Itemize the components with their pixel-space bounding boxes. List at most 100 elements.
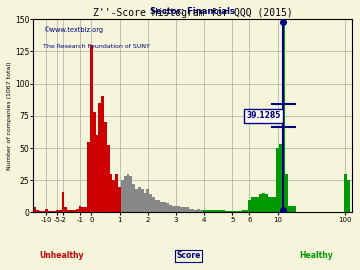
- Bar: [254, 197, 256, 212]
- Bar: [50, 211, 53, 212]
- Bar: [95, 135, 98, 212]
- Text: Healthy: Healthy: [299, 251, 333, 260]
- Bar: [36, 210, 39, 212]
- Bar: [141, 189, 144, 212]
- Bar: [90, 45, 93, 212]
- Bar: [78, 206, 81, 212]
- Bar: [180, 207, 183, 212]
- Bar: [93, 112, 95, 212]
- Bar: [217, 210, 220, 212]
- Bar: [194, 210, 197, 212]
- Bar: [118, 187, 121, 212]
- Bar: [279, 144, 282, 212]
- Bar: [64, 207, 67, 212]
- Bar: [259, 194, 262, 212]
- Bar: [211, 210, 214, 212]
- Bar: [242, 210, 245, 212]
- Bar: [107, 146, 110, 212]
- Bar: [271, 197, 273, 212]
- Bar: [220, 210, 222, 212]
- Bar: [42, 211, 45, 212]
- Bar: [124, 176, 127, 212]
- Bar: [228, 211, 231, 212]
- Bar: [237, 211, 239, 212]
- Bar: [197, 209, 200, 212]
- Bar: [59, 210, 62, 212]
- Bar: [144, 193, 147, 212]
- Bar: [245, 210, 248, 212]
- Bar: [248, 200, 251, 212]
- Bar: [132, 184, 135, 212]
- Bar: [347, 180, 350, 212]
- Bar: [70, 210, 73, 212]
- Bar: [104, 122, 107, 212]
- Bar: [234, 211, 237, 212]
- Bar: [56, 210, 59, 212]
- Bar: [177, 206, 180, 212]
- Bar: [112, 180, 115, 212]
- Bar: [152, 197, 155, 212]
- Bar: [127, 174, 129, 212]
- Bar: [225, 211, 228, 212]
- Y-axis label: Number of companies (1067 total): Number of companies (1067 total): [7, 62, 12, 170]
- Bar: [62, 192, 64, 212]
- Bar: [262, 193, 265, 212]
- Bar: [158, 200, 161, 212]
- Bar: [138, 187, 141, 212]
- Bar: [268, 197, 271, 212]
- Text: Sector: Financials: Sector: Financials: [150, 7, 235, 16]
- Bar: [149, 194, 152, 212]
- Bar: [166, 204, 169, 212]
- Bar: [76, 209, 78, 212]
- Bar: [48, 211, 50, 212]
- Bar: [147, 189, 149, 212]
- Bar: [169, 205, 172, 212]
- Bar: [285, 174, 288, 212]
- Bar: [98, 103, 101, 212]
- Bar: [129, 176, 132, 212]
- Bar: [288, 206, 291, 212]
- Bar: [239, 211, 242, 212]
- Bar: [87, 141, 90, 212]
- Bar: [115, 174, 118, 212]
- Text: The Research Foundation of SUNY: The Research Foundation of SUNY: [43, 44, 150, 49]
- Bar: [291, 206, 293, 212]
- Bar: [276, 148, 279, 212]
- Bar: [73, 210, 76, 212]
- Bar: [45, 209, 48, 212]
- Bar: [192, 209, 194, 212]
- Bar: [163, 202, 166, 212]
- Bar: [189, 209, 192, 212]
- Bar: [161, 202, 163, 212]
- Bar: [172, 206, 175, 212]
- Title: Z''-Score Histogram for QQQ (2015): Z''-Score Histogram for QQQ (2015): [93, 8, 293, 18]
- Bar: [67, 210, 70, 212]
- Bar: [186, 207, 189, 212]
- Bar: [265, 194, 268, 212]
- Bar: [53, 211, 56, 212]
- Bar: [101, 96, 104, 212]
- Bar: [84, 207, 87, 212]
- Bar: [256, 197, 259, 212]
- Bar: [121, 180, 124, 212]
- Bar: [282, 25, 285, 212]
- Bar: [222, 210, 225, 212]
- Bar: [214, 210, 217, 212]
- Bar: [135, 189, 138, 212]
- Bar: [231, 211, 234, 212]
- Bar: [39, 211, 42, 212]
- Bar: [155, 200, 158, 212]
- Bar: [183, 207, 186, 212]
- Text: Unhealthy: Unhealthy: [39, 251, 84, 260]
- Bar: [200, 210, 203, 212]
- Bar: [203, 210, 206, 212]
- Bar: [206, 210, 208, 212]
- Bar: [293, 206, 296, 212]
- Text: 39.1285: 39.1285: [246, 111, 280, 120]
- Bar: [273, 197, 276, 212]
- Bar: [251, 197, 254, 212]
- Bar: [33, 207, 36, 212]
- Text: ©www.textbiz.org: ©www.textbiz.org: [43, 27, 103, 33]
- Bar: [208, 210, 211, 212]
- Text: Score: Score: [176, 251, 201, 260]
